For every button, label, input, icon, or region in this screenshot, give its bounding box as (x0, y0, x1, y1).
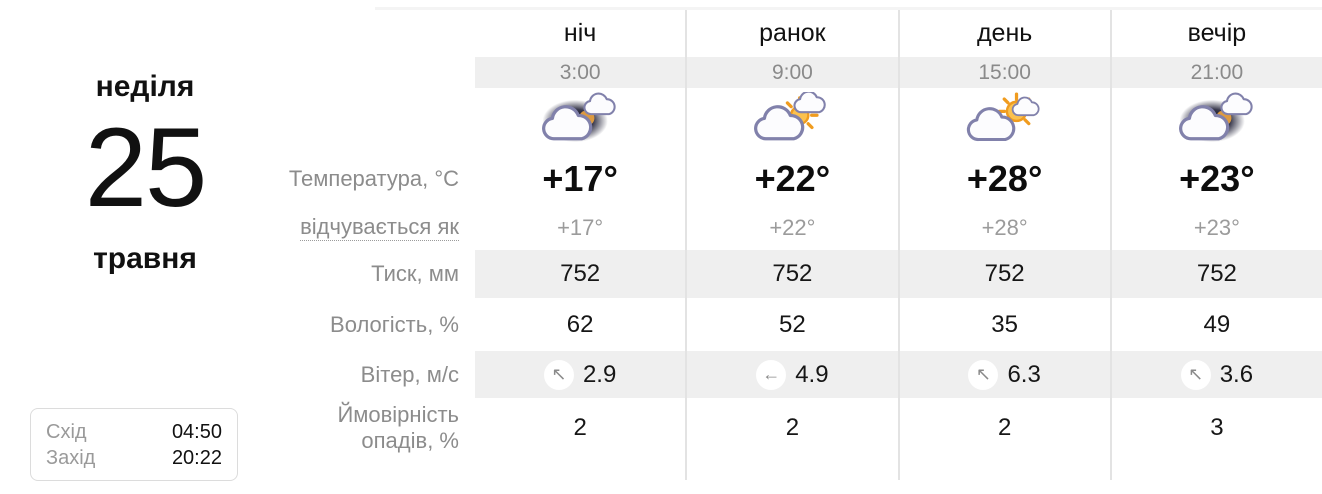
humidity-value: 35 (897, 298, 1110, 351)
temperature-value: +23° (1109, 152, 1322, 205)
sunset-row: Захід 20:22 (46, 446, 222, 470)
column-header-morning: ранок (685, 10, 897, 57)
humidity-row: Вологість, % 62 52 35 49 (0, 298, 1322, 351)
night-cloudy-icon (1169, 92, 1265, 148)
day-number: 25 (84, 105, 208, 230)
feels-like-value: +28° (897, 205, 1110, 250)
arrow-west-icon: ← (756, 359, 787, 390)
row-label-humidity: Вологість, % (330, 311, 459, 337)
time-value: 3:00 (475, 57, 686, 88)
column-header-evening: вечір (1109, 10, 1322, 57)
feels-like-row: відчувається як +17° +22° +28° +23° (0, 205, 1322, 250)
wind-speed-value: 3.6 (1219, 360, 1254, 388)
feels-like-value: +23° (1109, 205, 1322, 250)
time-value: 15:00 (897, 57, 1110, 88)
daypart-header-row: ніч ранок день вечір (0, 10, 1322, 57)
weather-icon-row (0, 88, 1322, 152)
pressure-value: 752 (897, 250, 1110, 298)
feels-like-value: +22° (685, 205, 897, 250)
precipitation-value: 3 (1109, 398, 1322, 480)
humidity-value: 52 (685, 298, 897, 351)
precipitation-value: 2 (897, 398, 1110, 480)
time-row: 3:00 9:00 15:00 21:00 (0, 57, 1322, 88)
wind-speed-value: 2.9 (582, 360, 617, 388)
precipitation-row: Ймовірність опадів, % 2 2 2 3 (0, 398, 1322, 480)
sun-clouds-icon (957, 92, 1053, 148)
top-divider (375, 7, 1322, 10)
temperature-value: +28° (897, 152, 1110, 205)
temperature-value: +22° (685, 152, 897, 205)
sun-times-panel: Схід 04:50 Захід 20:22 (30, 408, 238, 481)
arrow-north-west-icon: ↖ (968, 359, 999, 390)
label-spacer (0, 10, 475, 57)
humidity-value: 49 (1109, 298, 1322, 351)
wind-row: Вітер, м/с ↖ 2.9 ← 4.9 ↖ 6.3 ↖ 3.6 (0, 351, 1322, 398)
sunrise-label: Схід (46, 420, 87, 443)
temperature-row: Температура, °C +17° +22° +28° +23° (0, 152, 1322, 205)
label-spacer (0, 57, 475, 88)
cloudy-sun-icon (744, 92, 840, 148)
pressure-row: Тиск, мм 752 752 752 752 (0, 250, 1322, 298)
sunset-time: 20:22 (171, 446, 222, 469)
column-header-day: день (897, 10, 1110, 57)
row-label-precipitation: Ймовірність опадів, % (0, 398, 475, 480)
column-header-night: ніч (563, 19, 597, 47)
row-label-wind: Вітер, м/с (360, 361, 459, 387)
precipitation-value: 2 (685, 398, 897, 480)
humidity-value: 62 (566, 310, 594, 338)
pressure-value: 752 (475, 250, 686, 298)
arrow-north-west-icon: ↖ (1180, 359, 1211, 390)
wind-speed-value: 4.9 (795, 360, 829, 388)
feels-like-value: +17° (557, 214, 604, 240)
time-value: 21:00 (1109, 57, 1322, 88)
pressure-value: 752 (1109, 250, 1322, 298)
sunrise-time: 04:50 (171, 420, 222, 443)
feels-like-link[interactable]: відчувається як (300, 214, 459, 241)
temperature-value: +17° (542, 157, 618, 199)
label-spacer (0, 88, 475, 152)
pressure-value: 752 (685, 250, 898, 298)
forecast-table: ніч ранок день вечір 3:00 9:00 15:00 21:… (0, 10, 1322, 480)
row-label-precipitation-line1: Ймовірність (337, 402, 459, 427)
row-label-precipitation-line2: опадів, % (361, 428, 459, 453)
date-panel: неділя 25 травня (0, 0, 290, 274)
precipitation-value: 2 (573, 414, 587, 441)
row-label-pressure: Тиск, мм (371, 261, 459, 286)
weekday-label: неділя (95, 70, 195, 103)
time-value: 9:00 (685, 57, 898, 88)
wind-speed-value: 6.3 (1007, 360, 1041, 388)
arrow-north-west-icon: ↖ (543, 359, 574, 390)
row-label-temperature: Температура, °C (288, 165, 459, 191)
sunrise-row: Схід 04:50 (46, 420, 222, 444)
night-cloudy-icon (532, 92, 628, 148)
month-label: травня (93, 242, 197, 275)
sunset-label: Захід (46, 446, 96, 469)
